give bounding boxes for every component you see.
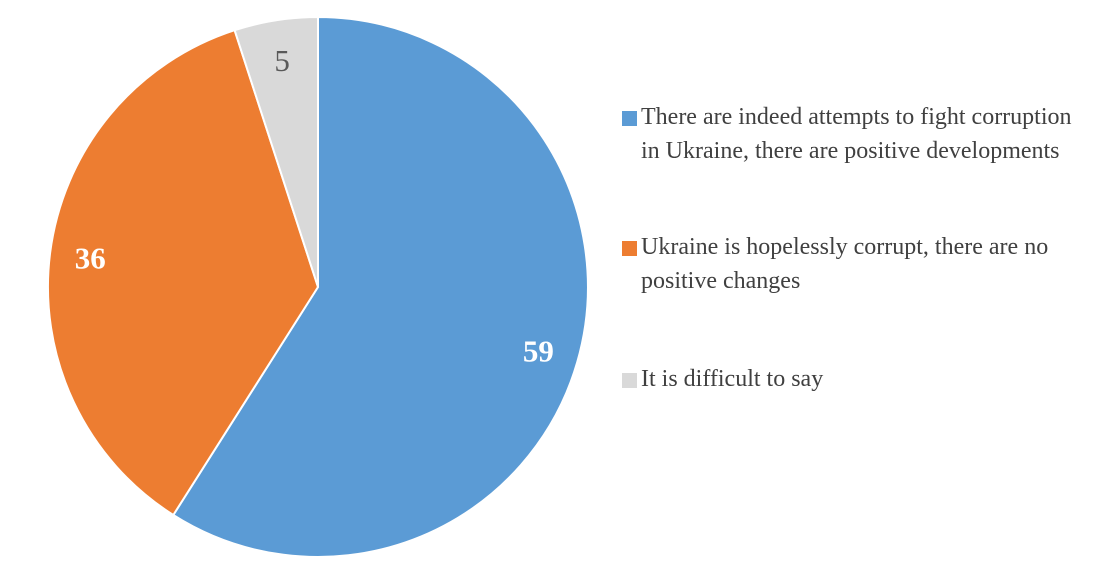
legend-entry-hopelessly-corrupt: Ukraine is hopelessly corrupt, there are…	[622, 230, 1092, 298]
pie-slice-0	[171, 15, 589, 558]
slice-label-1: 36	[75, 241, 106, 276]
legend-entry-positive-developments: There are indeed attempts to fight corru…	[622, 100, 1092, 168]
pie-slice-2	[233, 15, 319, 288]
pie-slice-1	[46, 28, 320, 517]
legend-label: There are indeed attempts to fight corru…	[641, 104, 1072, 164]
slice-label-2: 5	[274, 43, 290, 78]
chart-legend: There are indeed attempts to fight corru…	[622, 0, 1092, 583]
slice-label-0: 59	[523, 334, 554, 369]
pie-chart: 59 36 5	[46, 15, 589, 558]
legend-marker-orange-icon	[622, 241, 637, 256]
legend-label: It is difficult to say	[641, 366, 824, 392]
legend-label: Ukraine is hopelessly corrupt, there are…	[641, 234, 1049, 294]
legend-entry-difficult-to-say: It is difficult to say	[622, 362, 1092, 396]
legend-marker-blue-icon	[622, 111, 637, 126]
legend-marker-gray-icon	[622, 373, 637, 388]
